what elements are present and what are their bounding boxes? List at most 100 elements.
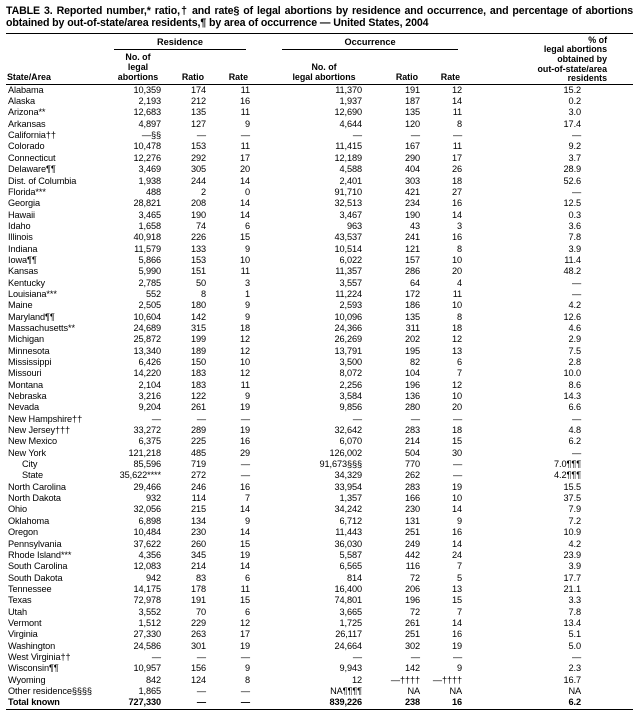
residence-rate-cell: 12 xyxy=(239,617,251,628)
residence-no-cell: 85,596 xyxy=(133,459,161,470)
occurrence-ratio-cell: 770 xyxy=(404,459,421,470)
state-label: South Dakota xyxy=(8,572,63,583)
occurrence-rate-cell: 20 xyxy=(452,402,463,413)
residence-ratio-cell: 174 xyxy=(190,84,206,95)
table-row: Alaska 2,193 212 16 1,937 187 14 0.2 xyxy=(6,96,633,107)
occurrence-ratio-cell: 196 xyxy=(404,595,421,606)
residence-rate-cell: — xyxy=(240,130,251,141)
pct-cell: — xyxy=(571,277,582,288)
occurrence-ratio-cell: 191 xyxy=(404,84,421,95)
residence-rate-cell: 3 xyxy=(245,277,251,288)
occurrence-no-cell: 1,937 xyxy=(339,96,363,107)
occurrence-ratio-cell: 120 xyxy=(404,118,421,129)
occurrence-no-cell: 24,664 xyxy=(334,640,363,651)
occurrence-rate-cell: 12 xyxy=(452,379,463,390)
occurrence-no-cell: 814 xyxy=(346,572,363,583)
occurrence-group-label: Occurrence xyxy=(282,37,459,50)
residence-ratio-cell: — xyxy=(196,651,206,662)
occurrence-no-cell: 26,269 xyxy=(334,334,363,345)
table-row: Texas 72,978 191 15 74,801 196 15 3.3 xyxy=(6,595,633,606)
residence-rate-cell: 14 xyxy=(239,527,251,538)
table-row: New York 121,218 485 29 126,002 504 30 — xyxy=(6,448,633,459)
residence-no-cell: 35,622**** xyxy=(119,470,162,481)
pct-cell: 2.8 xyxy=(568,357,582,367)
pct-cell: 48.2 xyxy=(563,266,582,277)
table-row: Oregon 10,484 230 14 11,443 251 16 10.9 xyxy=(6,527,633,538)
state-label: Florida*** xyxy=(8,186,46,197)
occurrence-no-cell: 1,357 xyxy=(339,493,363,504)
column-gap xyxy=(256,323,278,334)
state-label: California†† xyxy=(8,130,56,141)
residence-rate-cell: 11 xyxy=(240,266,251,277)
occurrence-rate-cell: 9 xyxy=(457,663,463,674)
residence-ratio-cell: 229 xyxy=(190,617,206,628)
column-gap xyxy=(256,221,278,232)
occurrence-no-cell: NA¶¶¶¶ xyxy=(330,685,363,696)
column-gap xyxy=(256,84,278,96)
table-row: Utah 3,552 70 6 3,665 72 7 7.8 xyxy=(6,607,633,618)
pct-cell: 52.6 xyxy=(563,175,582,186)
occurrence-ratio-cell: 286 xyxy=(404,266,421,277)
residence-rate-cell: 7 xyxy=(245,493,251,504)
residence-rate-cell: 12 xyxy=(239,334,251,345)
state-label: State xyxy=(22,470,43,481)
occurrence-rate-cell: 10 xyxy=(452,300,463,311)
occurrence-ratio-cell: 283 xyxy=(404,481,421,492)
occurrence-no-cell: 4,588 xyxy=(339,164,363,175)
residence-rate-cell: 6 xyxy=(245,606,251,617)
residence-rate-cell: 12 xyxy=(239,345,251,356)
occurrence-rate-cell: 18 xyxy=(452,425,463,436)
residence-group-label: Residence xyxy=(114,37,247,50)
pct-cell: 37.5 xyxy=(563,493,582,504)
column-gap xyxy=(256,255,278,266)
column-gap xyxy=(256,334,278,345)
occurrence-ratio-cell: — xyxy=(410,130,421,141)
state-label: Utah xyxy=(8,606,28,617)
occurrence-rate-cell: 15 xyxy=(452,595,463,606)
occurrence-ratio-cell: 121 xyxy=(404,243,421,254)
pct-cell: 6.2 xyxy=(568,697,582,708)
residence-rate-cell: — xyxy=(240,685,251,696)
residence-no-cell: 2,104 xyxy=(138,379,162,390)
pct-cell: 15.2 xyxy=(563,84,582,95)
occurrence-rate-cell: 8 xyxy=(457,118,463,129)
residence-ratio-cell: 189 xyxy=(190,345,206,356)
pct-cell: 2.3 xyxy=(568,663,582,674)
occurrence-no-cell: 11,224 xyxy=(335,288,363,299)
column-gap xyxy=(256,686,278,697)
occurrence-ratio-cell: 302 xyxy=(404,640,421,651)
group-header-row: Residence Occurrence % of legal abortion… xyxy=(6,33,634,85)
occurrence-rate-cell: 7 xyxy=(457,368,463,379)
residence-rate-cell: 14 xyxy=(239,209,251,220)
residence-no-cell: 33,272 xyxy=(133,425,161,436)
occurrence-no-cell: 11,415 xyxy=(335,141,363,152)
occurrence-rate-header: Rate xyxy=(426,50,469,85)
table-row: Maine 2,505 180 9 2,593 186 10 4.2 xyxy=(6,300,633,311)
occurrence-rate-cell: 14 xyxy=(452,617,463,628)
column-gap xyxy=(256,652,278,663)
column-gap xyxy=(256,697,278,709)
residence-no-cell: 12,683 xyxy=(133,107,161,118)
state-label: Nebraska xyxy=(8,391,47,402)
column-gap xyxy=(256,289,278,300)
residence-rate-cell: 9 xyxy=(245,311,251,322)
occurrence-rate-cell: 16 xyxy=(452,697,463,708)
residence-no-cell: 72,978 xyxy=(133,595,161,606)
residence-no-cell: 11,579 xyxy=(134,243,161,254)
occurrence-ratio-cell: 166 xyxy=(404,493,421,504)
occurrence-ratio-cell: 214 xyxy=(404,436,421,447)
residence-rate-cell: 17 xyxy=(239,152,251,163)
occurrence-ratio-cell: 72 xyxy=(409,572,421,583)
residence-rate-cell: — xyxy=(240,413,251,424)
table-row: Arizona** 12,683 135 11 12,690 135 11 3.0 xyxy=(6,107,633,118)
residence-ratio-cell: 183 xyxy=(190,368,206,379)
residence-no-cell: 24,689 xyxy=(133,322,161,333)
occurrence-rate-cell: 17 xyxy=(452,152,463,163)
column-gap xyxy=(256,107,278,118)
column-gap xyxy=(256,266,278,277)
state-label: Louisiana*** xyxy=(8,288,57,299)
residence-rate-cell: — xyxy=(240,459,251,470)
state-label: Oklahoma xyxy=(8,515,50,526)
residence-no-cell: 3,465 xyxy=(138,209,162,220)
pct-cell: 7.5 xyxy=(568,345,582,356)
